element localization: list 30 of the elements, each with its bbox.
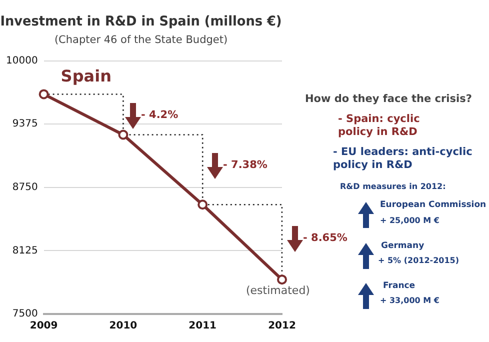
- point: [38, 89, 49, 100]
- y-tick-label: 8750: [12, 182, 38, 193]
- annotation: - 7.38%: [223, 159, 268, 172]
- text: - EU leaders: anti-cyclic policy in R&D: [333, 146, 472, 172]
- chart-subtitle: (Chapter 46 of the State Budget): [54, 34, 228, 46]
- x-tick-label: 2009: [30, 320, 58, 332]
- y-tick-label: 10000: [6, 55, 38, 66]
- point: [277, 274, 287, 285]
- text: - 8.65%: [303, 232, 348, 245]
- series-label: Spain: [60, 66, 112, 86]
- text: - Spain: cyclic policy in R&D: [338, 113, 420, 138]
- text: Germany: [381, 241, 424, 252]
- x-tick-label: 2011: [188, 320, 217, 332]
- text: + 5% (2012-2015): [378, 256, 460, 266]
- point: [118, 130, 128, 140]
- y-tick-label: 7500: [12, 308, 38, 320]
- y-tick-label: 9375: [12, 118, 38, 130]
- text: France: [383, 281, 416, 292]
- point: [198, 200, 208, 210]
- text: R&D measures in 2012:: [340, 182, 446, 192]
- text: How do they face the crisis?: [305, 93, 472, 106]
- x-tick-label: 2012: [268, 320, 296, 332]
- text: + 25,000 M €: [380, 216, 440, 226]
- text: European Commission: [380, 200, 486, 210]
- x-tick-label: 2010: [109, 320, 138, 332]
- annotation: (estimated): [246, 284, 310, 298]
- y-tick-label: 8125: [12, 245, 38, 256]
- text: + 33,000 M €: [380, 296, 440, 306]
- chart-title: Investment in R&D in Spain (millons €): [0, 14, 282, 30]
- annotation: - 4.2%: [141, 109, 178, 122]
